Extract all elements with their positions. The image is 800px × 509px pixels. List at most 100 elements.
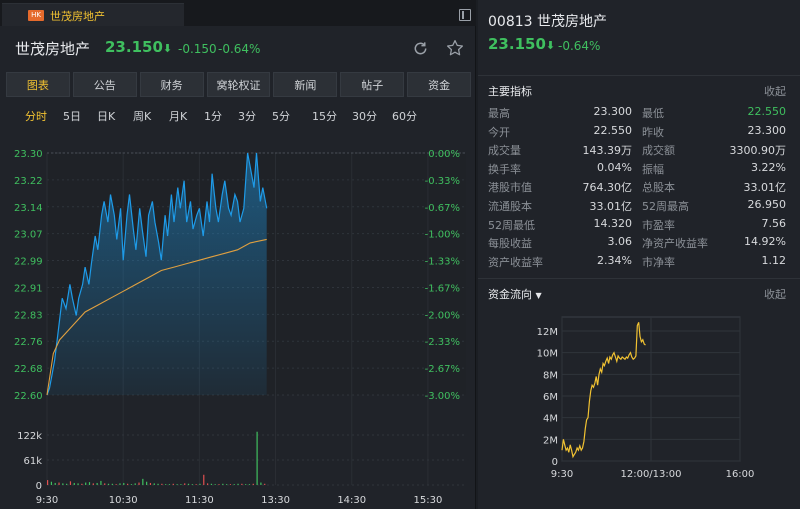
- right-stock-pct: -0.64%: [558, 39, 601, 53]
- metric-value: 33.01亿: [743, 181, 787, 195]
- volume-bar: [104, 483, 106, 485]
- volume-bar: [165, 484, 167, 485]
- volume-bar: [47, 480, 49, 485]
- metric-label: 流通股本: [488, 200, 532, 213]
- flow-y-tick-label: 12M: [537, 327, 558, 338]
- tab-bar: HK 世茂房地产: [0, 0, 476, 26]
- period-daily[interactable]: 日K: [97, 110, 116, 123]
- metrics-header: 主要指标 收起: [478, 75, 800, 101]
- flow-x-tick-label: 12:00/13:00: [620, 469, 681, 480]
- stock-title: 00813 世茂房地产: [488, 14, 607, 30]
- volume-bar: [206, 483, 209, 485]
- announcement-button[interactable]: 公告: [72, 72, 137, 97]
- posts-button[interactable]: 帖子: [340, 72, 405, 97]
- metrics-row: 港股市值 764.30亿 总股本 33.01亿: [478, 179, 800, 197]
- metric-label: 振幅: [642, 162, 664, 176]
- period-intraday[interactable]: 分时: [25, 110, 47, 123]
- metric-value: 0.04%: [597, 160, 632, 174]
- chart-button[interactable]: 图表: [6, 72, 70, 97]
- fund-flow-line: [561, 322, 646, 459]
- volume-bar: [138, 482, 140, 485]
- warrants-button[interactable]: 窝轮权证: [206, 72, 271, 97]
- metric-label: 成交量: [488, 144, 521, 158]
- volume-bar: [142, 478, 144, 485]
- volume-bar: [195, 484, 197, 485]
- volume-bar: [134, 483, 136, 485]
- period-15min[interactable]: 15分: [312, 110, 337, 123]
- pct-tick-label: -2.33%: [425, 337, 460, 348]
- metrics-collapse-button[interactable]: 收起: [764, 85, 786, 98]
- period-60min[interactable]: 60分: [392, 110, 417, 123]
- time-tick-label: 11:30: [185, 495, 214, 506]
- price-tick-label: 23.22: [14, 176, 43, 187]
- pct-tick-label: -1.67%: [425, 283, 460, 294]
- info-panel: 00813 世茂房地产 23.150⬇ -0.64% 主要指标 收起 最高 23.…: [478, 0, 800, 509]
- period-monthly[interactable]: 月K: [169, 110, 188, 123]
- panel-toggle-icon[interactable]: [459, 9, 471, 21]
- fund-flow-title[interactable]: 资金流向 ▼: [488, 288, 542, 301]
- metric-label: 净资产收益率: [642, 237, 708, 251]
- stock-change: -0.150: [178, 42, 217, 56]
- period-3min[interactable]: 3分: [238, 110, 256, 123]
- period-5min[interactable]: 5分: [272, 110, 290, 123]
- metric-label: 市盈率: [642, 218, 675, 232]
- star-icon[interactable]: [446, 39, 464, 57]
- metric-value: 14.320: [593, 216, 633, 230]
- volume-bar: [107, 483, 110, 485]
- finance-button[interactable]: 财务: [139, 72, 204, 97]
- metric-label: 今开: [488, 125, 510, 139]
- flow-y-tick-label: 4M: [543, 414, 558, 425]
- tab-stock[interactable]: HK 世茂房地产: [2, 3, 184, 26]
- volume-tick-label: 122k: [17, 431, 42, 442]
- volume-bar: [237, 483, 239, 485]
- tab-title: 世茂房地产: [50, 10, 105, 23]
- metrics-row: 成交量 143.39万 成交额 3300.90万: [478, 142, 800, 160]
- period-weekly[interactable]: 周K: [133, 110, 152, 123]
- volume-bar: [161, 483, 163, 485]
- intraday-chart[interactable]: 23.30 0.00% 23.22 -0.33% 23.14 -0.67% 23.07 -1.…: [0, 130, 476, 509]
- pct-tick-label: -3.00%: [425, 391, 460, 402]
- period-30min[interactable]: 30分: [352, 110, 377, 123]
- volume-bar: [85, 482, 87, 485]
- stock-header: 世茂房地产 23.150⬇ -0.150 -0.64%: [0, 32, 476, 68]
- volume-bar: [111, 483, 113, 485]
- metric-label: 最低: [642, 107, 664, 120]
- volume-bar: [222, 483, 224, 485]
- volume-bar: [199, 483, 201, 485]
- metrics-row: 流通股本 33.01亿 52周最高 26.950: [478, 198, 800, 216]
- news-button[interactable]: 新闻: [273, 72, 338, 97]
- metric-value: 3.22%: [751, 160, 786, 174]
- funds-button[interactable]: 资金: [407, 72, 472, 97]
- metric-value: 3300.90万: [729, 144, 787, 158]
- metric-value: 3.06: [607, 235, 633, 249]
- period-5day[interactable]: 5日: [63, 110, 81, 123]
- pct-tick-label: -1.33%: [425, 257, 460, 268]
- metric-value: 2.34%: [597, 253, 632, 267]
- fund-flow-chart: 12M 10M 8M 6M 4M 2M 09:30 12:00/13:00 16:00: [537, 316, 754, 480]
- price-tick-label: 22.68: [14, 364, 43, 375]
- volume-bar: [119, 483, 121, 485]
- flow-y-tick-label: 2M: [543, 435, 558, 446]
- price-tick-label: 22.83: [14, 310, 43, 321]
- volume-tick-label: 61k: [23, 456, 42, 467]
- pct-tick-label: -1.00%: [425, 230, 460, 241]
- volume-bar: [187, 483, 190, 485]
- metrics-row: 换手率 0.04% 振幅 3.22%: [478, 161, 800, 179]
- metric-label: 52周最高: [642, 200, 689, 213]
- period-1min[interactable]: 1分: [204, 110, 222, 123]
- volume-bar: [210, 483, 212, 485]
- volume-bar: [58, 482, 60, 485]
- metric-value: 143.39万: [582, 144, 633, 158]
- fund-flow-collapse-button[interactable]: 收起: [764, 288, 786, 301]
- volume-bar: [96, 482, 98, 485]
- time-tick-label: 13:30: [261, 495, 290, 506]
- stock-name: 世茂房地产: [15, 40, 91, 58]
- metric-value: 26.950: [747, 198, 787, 211]
- metric-value: 33.01亿: [589, 200, 633, 213]
- flow-x-tick-label: 9:30: [551, 469, 573, 480]
- metric-value: 7.56: [761, 216, 787, 230]
- refresh-icon[interactable]: [412, 40, 429, 57]
- stock-change-pct: -0.64%: [218, 42, 261, 56]
- metric-label: 昨收: [642, 125, 664, 139]
- volume-bar: [100, 480, 102, 485]
